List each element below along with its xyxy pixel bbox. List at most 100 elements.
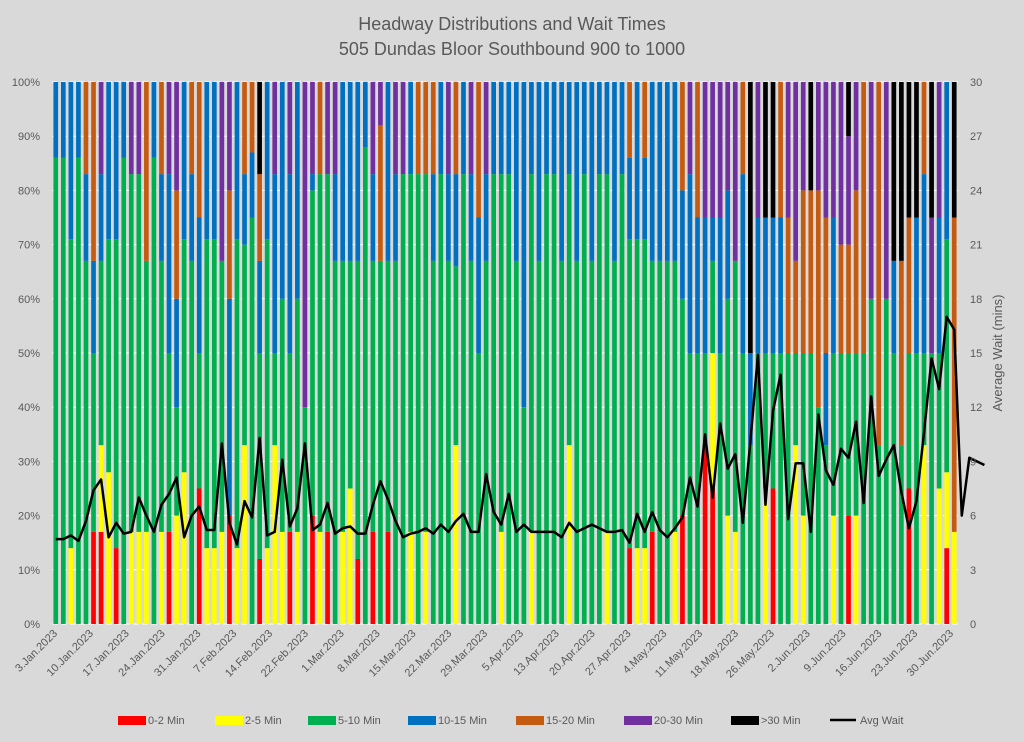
bar-segment-5-10-min [287, 353, 293, 532]
bar-segment-10-15-min [438, 82, 444, 175]
bar-segment-10-15-min [604, 82, 610, 175]
bar-segment-5-10-min [634, 239, 640, 549]
bar-stack [347, 82, 353, 624]
bar-stack [785, 82, 791, 624]
bar-segment-5-10-min [680, 298, 685, 516]
bar-segment-5-10-min [710, 260, 715, 353]
bar-stack [53, 82, 59, 624]
legend-label: 15-20 Min [546, 715, 595, 727]
bar-segment-20-30-min [332, 82, 338, 175]
bar-segment-0-2-min [770, 488, 776, 624]
bar-segment-10-15-min [83, 174, 89, 261]
bar-segment-10-15-min [68, 82, 74, 240]
bar-segment-15-20-min [876, 82, 882, 446]
bar-segment-5-10-min [529, 174, 534, 532]
bar-segment-10-15-min [461, 82, 466, 175]
bar-segment-5-10-min [936, 353, 942, 489]
bar-segment-5-10-min [808, 353, 814, 624]
bar-segment-2-5-min [317, 531, 323, 624]
bar-stack [748, 82, 753, 624]
bar-segment-2-5-min [264, 548, 270, 624]
bar-segment-5-10-min [446, 260, 451, 624]
bar-segment-0-2-min [627, 548, 632, 624]
bar-segment-20-30-min [378, 82, 383, 126]
bar-segment--30-min [929, 82, 934, 218]
bar-segment-5-10-min [899, 445, 904, 624]
bar-segment-5-10-min [408, 174, 413, 532]
bar-segment-10-15-min [657, 82, 663, 261]
legend-label: 0-2 Min [148, 715, 185, 727]
bar-segment-0-2-min [310, 515, 315, 624]
bar-segment-2-5-min [174, 515, 179, 624]
legend-label: 10-15 Min [438, 715, 487, 727]
bar-segment-2-5-min [347, 488, 353, 624]
bar-stack [423, 82, 429, 624]
bar-stack [521, 82, 527, 624]
bar-segment-5-10-min [566, 174, 572, 446]
bar-stack [861, 82, 866, 624]
bar-stack [227, 82, 232, 624]
bar-segment-10-15-min [589, 82, 595, 261]
bar-segment-2-5-min [763, 488, 768, 624]
bar-segment-5-10-min [559, 260, 564, 624]
bar-segment-10-15-min [287, 174, 293, 353]
bar-stack [196, 82, 202, 624]
bar-segment-2-5-min [211, 548, 217, 624]
bar-segment-10-15-min [574, 82, 580, 261]
bar-segment-5-10-min [257, 353, 262, 559]
bar-segment-10-15-min [121, 82, 127, 158]
left-tick-label: 20% [18, 511, 40, 523]
bar-segment-2-5-min [951, 531, 957, 624]
bar-segment-2-5-min [642, 548, 648, 624]
bar-segment-10-15-min [717, 217, 723, 353]
bar-segment-10-15-min [770, 217, 776, 353]
bar-segment-5-10-min [649, 260, 655, 532]
bar-segment-20-30-min [831, 82, 836, 218]
bar-stack [566, 82, 572, 624]
avg-wait-line [55, 315, 985, 546]
bar-stack [400, 82, 406, 624]
bar-stack [672, 82, 678, 624]
bar-segment-0-2-min [649, 531, 655, 624]
bar-segment-10-15-min [106, 82, 111, 240]
bar-segment-15-20-min [242, 82, 247, 175]
bar-segment-5-10-min [136, 174, 142, 532]
right-tick-label: 9 [970, 456, 976, 468]
bar-segment-0-2-min [385, 531, 391, 624]
bar-segment-2-5-min [793, 445, 799, 624]
bar-segment-2-5-min [204, 548, 210, 624]
bar-stack [815, 82, 821, 624]
bar-stack [687, 82, 693, 624]
bar-segment-15-20-min [906, 217, 912, 353]
bar-stack [634, 82, 640, 624]
bar-segment-20-30-min [883, 82, 889, 299]
bar-segment-5-10-min [83, 260, 89, 624]
bar-segment-5-10-min [785, 353, 791, 624]
bar-segment-10-15-min [642, 157, 648, 240]
bar-segment-10-15-min [612, 82, 617, 261]
bar-stack [929, 82, 934, 624]
bar-segment-15-20-min [823, 217, 829, 353]
legend-label: Avg Wait [860, 715, 903, 727]
legend: 0-2 Min 2-5 Min 5-10 Min 10-15 Min 15-20 Min… [118, 715, 903, 727]
bar-segment-5-10-min [476, 353, 481, 624]
bar-segment-5-10-min [423, 174, 429, 532]
bar-stack [846, 82, 851, 624]
bar-segment-10-15-min [695, 217, 700, 353]
bar-segment-2-5-min [936, 488, 942, 624]
bar-segment-5-10-min [906, 353, 912, 489]
bar-segment-20-30-min [310, 82, 315, 175]
bar-segment-15-20-min [91, 82, 96, 261]
bar-segment-10-15-min [627, 157, 632, 240]
bar-segment-20-30-min [732, 82, 738, 261]
bar-segment-15-20-min [257, 174, 262, 261]
bar-segment-10-15-min [521, 82, 527, 408]
bar-segment-10-15-min [468, 174, 474, 261]
bar-stack [702, 82, 708, 624]
bar-stack [136, 82, 142, 624]
bar-segment-5-10-min [400, 174, 406, 624]
bar-segment-5-10-min [393, 260, 398, 624]
bar-stack [823, 82, 829, 624]
